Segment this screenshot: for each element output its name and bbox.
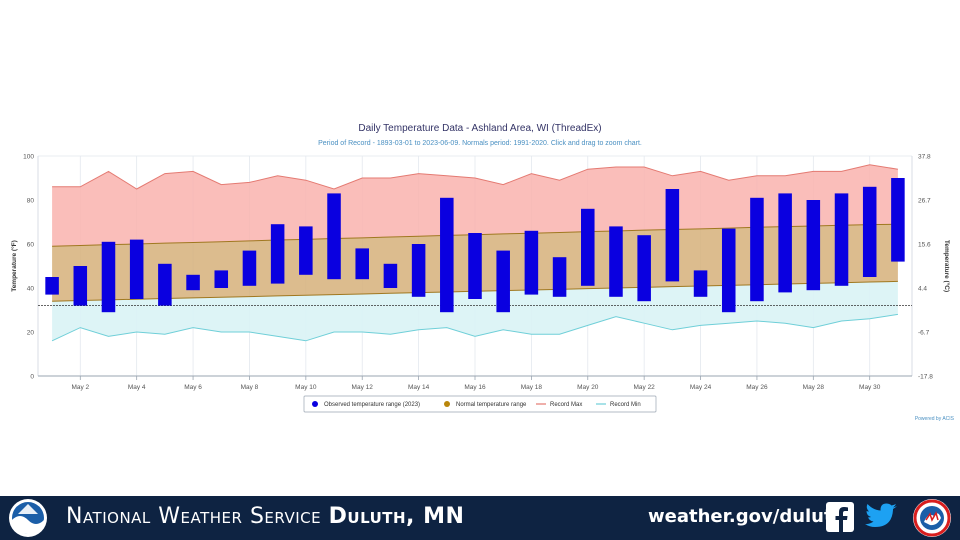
x-tick-label: May 12 (352, 384, 374, 391)
y-tick-label-left: 60 (27, 242, 35, 249)
y-tick-label-right: -17.8 (918, 374, 933, 381)
chart-credit[interactable]: Powered by ACIS (915, 416, 955, 422)
observed-bar[interactable] (496, 250, 510, 313)
chart-subtitle: Period of Record - 1893-03-01 to 2023-06… (318, 140, 642, 147)
record-min-line[interactable] (51, 313, 898, 342)
office-name: Duluth, MN (328, 504, 465, 529)
observed-bar[interactable] (440, 197, 454, 313)
y-tick-label-right: -6.7 (918, 330, 930, 337)
x-tick-label: May 20 (577, 384, 599, 391)
observed-bar[interactable] (101, 241, 116, 313)
agency-name: National Weather Service Duluth, MN (66, 504, 464, 529)
legend-item-record-min-label: Record Min (610, 402, 641, 408)
observed-bar[interactable] (862, 186, 877, 277)
observed-bar[interactable] (129, 239, 144, 299)
x-tick-label: May 2 (71, 384, 89, 391)
y-tick-label-right: 37.8 (918, 154, 931, 161)
x-tick-label: May 6 (184, 384, 202, 391)
record-max-line[interactable] (52, 164, 898, 190)
y-axis-label-right: Temperature (°C) (943, 240, 951, 292)
agency-prefix: National Weather Service (66, 504, 322, 529)
observed-bar[interactable] (834, 193, 849, 286)
nws-logo-icon (913, 499, 951, 537)
observed-bar[interactable] (721, 228, 736, 313)
x-tick-label: May 14 (408, 384, 430, 391)
observed-bar[interactable] (299, 226, 313, 275)
y-tick-label-left: 0 (30, 374, 34, 381)
legend-item-normal[interactable]: Normal temperature range (444, 401, 527, 408)
chart-legend: Observed temperature range (2023) Normal … (303, 395, 657, 413)
footer-banner: National Weather Service Duluth, MN weat… (0, 496, 960, 540)
observed-bar[interactable] (468, 233, 482, 299)
observed-bar[interactable] (581, 208, 595, 286)
observed-bar[interactable] (411, 244, 426, 297)
x-tick-label: May 22 (633, 384, 655, 391)
observed-bar[interactable] (383, 263, 398, 288)
noaa-logo-icon (9, 499, 47, 537)
observed-bar[interactable] (778, 193, 792, 293)
facebook-icon[interactable] (826, 502, 854, 532)
y-tick-label-left: 20 (27, 330, 35, 337)
x-tick-label: May 26 (746, 384, 768, 391)
observed-bar[interactable] (665, 189, 680, 282)
observed-bar[interactable] (73, 266, 88, 306)
y-tick-label-right: 4.4 (918, 286, 927, 293)
x-tick-label: May 30 (859, 384, 881, 391)
twitter-icon[interactable] (864, 502, 898, 532)
observed-bar[interactable] (693, 270, 708, 297)
chart-container[interactable]: May 2 May 4 May 6 May 8 May 10 May 12 May 14 Ma… (0, 0, 960, 496)
observed-bar[interactable] (355, 248, 369, 280)
record-max-area (52, 164, 898, 247)
observed-bar[interactable] (158, 263, 172, 306)
observed-bar[interactable] (609, 226, 623, 297)
observed-bar[interactable] (270, 224, 285, 284)
y-axis-label-left: Temperature (°F) (10, 240, 18, 292)
legend-item-observed[interactable]: Observed temperature range (2023) (312, 401, 420, 408)
website-link[interactable]: weather.gov/duluth (648, 506, 846, 527)
y-tick-label-left: 40 (27, 286, 35, 293)
x-tick-label: May 16 (464, 384, 486, 391)
observed-bar[interactable] (524, 230, 539, 295)
legend-item-record-min[interactable]: Record Min (596, 402, 641, 408)
observed-bar[interactable] (45, 277, 59, 295)
observed-bar[interactable] (891, 178, 905, 262)
legend-item-normal-symbol (444, 401, 450, 407)
x-tick-label: May 4 (128, 384, 146, 391)
x-tick-label: May 24 (690, 384, 712, 391)
observed-bar[interactable] (242, 250, 257, 286)
legend-box (303, 395, 657, 413)
x-tick-label: May 28 (803, 384, 825, 391)
temperature-chart[interactable]: May 2 May 4 May 6 May 8 May 10 May 12 May 14 Ma… (0, 0, 960, 496)
record-min-area (52, 281, 898, 341)
y-tick-label-left: 80 (27, 198, 35, 205)
observed-bar[interactable] (637, 235, 651, 302)
x-tick-label: May 10 (295, 384, 317, 391)
x-tick-label: May 8 (241, 384, 259, 391)
observed-bar[interactable] (806, 200, 821, 291)
observed-bar[interactable] (186, 274, 200, 291)
y-tick-label-left: 100 (23, 154, 34, 161)
x-tick-label: May 18 (521, 384, 543, 391)
legend-item-normal-label: Normal temperature range (456, 402, 527, 408)
observed-bar[interactable] (552, 257, 567, 297)
y-tick-label-right: 26.7 (918, 198, 931, 205)
y-tick-label-right: 15.6 (918, 242, 931, 249)
observed-bar[interactable] (327, 193, 341, 280)
legend-item-observed-label: Observed temperature range (2023) (324, 402, 420, 408)
legend-item-record-max[interactable]: Record Max (536, 402, 582, 408)
chart-title: Daily Temperature Data - Ashland Area, W… (358, 123, 601, 134)
observed-bar[interactable] (214, 270, 229, 288)
observed-bar[interactable] (750, 197, 764, 302)
legend-item-observed-symbol (312, 401, 318, 407)
legend-item-record-max-label: Record Max (550, 402, 582, 408)
